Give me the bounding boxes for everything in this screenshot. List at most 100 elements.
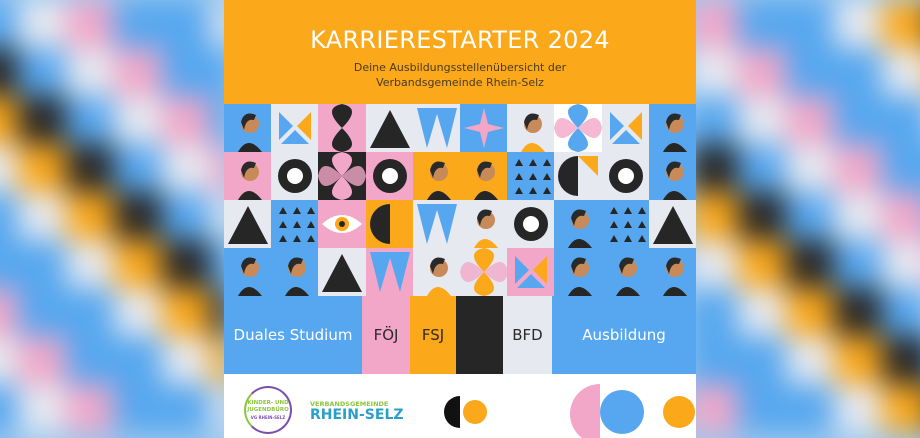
blurred-tile [66,192,114,240]
circle-orange [663,396,695,428]
blurred-tile [18,240,66,288]
blurred-tile [162,0,210,48]
illustration-mosaic [224,104,696,296]
blurred-tile [0,48,18,96]
mosaic-tile-w [412,104,460,152]
category-label: FÖJ [373,326,399,344]
mosaic-tile-half [365,200,413,248]
mosaic-tile-circ [365,152,413,200]
blurred-tile [66,144,114,192]
blurred-tile [834,48,882,96]
mosaic-tile-face [224,104,272,152]
poster-footer: KINDER- UND JUGENDBÜRO VG RHEIN-SELZ VER… [224,374,696,438]
mosaic-tile-face [412,152,460,200]
blurred-tile [18,192,66,240]
mosaic-tile-dots [507,152,555,200]
blurred-tile [834,144,882,192]
blurred-tile [162,96,210,144]
subtitle-line-2: Verbandsgemeinde Rhein-Selz [376,76,544,89]
blurred-tile [786,288,834,336]
category-label: BFD [512,326,543,344]
blurred-tile [786,48,834,96]
mosaic-tile-circ [271,152,319,200]
poster-subtitle: Deine Ausbildungsstellenübersicht der Ve… [224,60,696,90]
blurred-tile [690,0,738,48]
mosaic-tile-face [507,104,555,152]
blurred-tile [66,48,114,96]
blurred-tile [114,336,162,384]
blurred-tile [786,0,834,48]
category-bfd: BFD [503,296,552,374]
blurred-tile [882,384,920,432]
subtitle-line-1: Deine Ausbildungsstellenübersicht der [353,61,567,74]
blurred-tile [0,384,18,432]
blurred-background-left [0,0,230,438]
mosaic-tile-petal [554,104,602,152]
mosaic-tile-dots [601,200,649,248]
blurred-tile [162,192,210,240]
mosaic-tile-tri [224,200,272,248]
blurred-tile [0,0,18,48]
blurred-tile [882,240,920,288]
poster-title: KARRIERESTARTER 2024 [310,26,610,54]
blurred-tile [882,144,920,192]
blurred-tile [66,0,114,48]
blurred-tile [690,240,738,288]
blurred-tile [786,384,834,432]
blurred-tile [738,48,786,96]
poster-header: KARRIERESTARTER 2024 Deine Ausbildungsst… [224,0,696,104]
category-blank [456,296,503,374]
blurred-tile [882,336,920,384]
blurred-tile [162,288,210,336]
blurred-tile [690,48,738,96]
mosaic-tile-circ [507,200,555,248]
mosaic-tile-face [554,248,602,296]
logo-text: VERBANDSGEMEINDE [310,400,389,408]
mosaic-tile-face [412,248,460,296]
mosaic-tile-x [507,248,555,296]
blurred-tile [18,384,66,432]
blurred-tile [738,336,786,384]
poster: KARRIERESTARTER 2024 Deine Ausbildungsst… [224,0,696,438]
blurred-tile [114,240,162,288]
blurred-tile [18,336,66,384]
blurred-tile [834,240,882,288]
kinder-jugendbuero-logo: KINDER- UND JUGENDBÜRO VG RHEIN-SELZ [244,386,292,434]
mosaic-tile-face [271,248,319,296]
blurred-tile [66,240,114,288]
mosaic-tile-face [460,152,508,200]
blurred-tile [0,288,18,336]
blurred-tile [786,336,834,384]
mosaic-tile-tri [365,104,413,152]
category-ausbildung: Ausbildung [552,296,696,374]
blurred-tile [690,192,738,240]
mosaic-tile-tri [648,200,696,248]
circle-blue [600,390,644,434]
blurred-tile [66,384,114,432]
mosaic-tile-face [601,248,649,296]
blurred-tile [0,240,18,288]
blurred-tile [738,192,786,240]
decorative-circles [444,384,695,438]
mosaic-tile-w [365,248,413,296]
verbandsgemeinde-logo: VERBANDSGEMEINDE RHEIN-SELZ [310,400,404,422]
mosaic-tile-eye [318,200,366,248]
half-circle-black [444,396,460,428]
category-fsj: FSJ [410,296,456,374]
blurred-tile [882,96,920,144]
mosaic-tile-face [224,152,272,200]
blurred-tile [66,96,114,144]
blurred-tile [0,336,18,384]
blurred-tile [0,144,18,192]
mosaic-tile-x [271,104,319,152]
blurred-background-right [690,0,920,438]
mosaic-tile-petal [318,152,366,200]
mosaic-tile-tri [318,248,366,296]
blurred-tile [738,144,786,192]
blurred-tile [0,192,18,240]
blurred-tile [162,336,210,384]
blurred-tile [162,144,210,192]
blurred-tile [834,384,882,432]
blurred-tile [18,48,66,96]
blurred-tile [66,288,114,336]
